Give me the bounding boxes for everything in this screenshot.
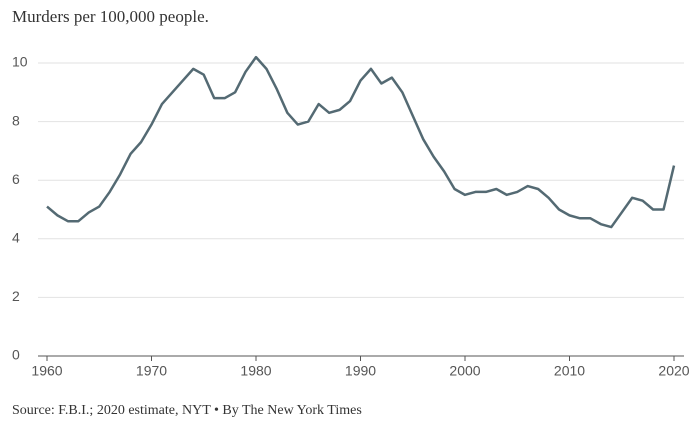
y-tick-label: 10 <box>12 54 28 70</box>
y-tick-label: 0 <box>12 347 20 363</box>
x-tick-label: 1990 <box>345 363 376 379</box>
y-tick-label: 6 <box>12 171 20 187</box>
data-line <box>46 55 676 229</box>
source-note: Source: F.B.I.; 2020 estimate, NYT • By … <box>12 403 362 418</box>
chart-title: Murders per 100,000 people. <box>12 7 209 26</box>
x-tick-label: 1970 <box>136 363 167 379</box>
x-tick-label: 1980 <box>240 363 271 379</box>
y-tick-label: 4 <box>12 230 20 246</box>
x-tick-label: 1960 <box>31 363 62 379</box>
y-tick-label: 2 <box>12 288 20 304</box>
x-tick-label: 2020 <box>658 363 689 379</box>
x-tick-label: 2000 <box>449 363 480 379</box>
y-tick-label: 8 <box>12 112 20 128</box>
x-tick-label: 2010 <box>554 363 585 379</box>
